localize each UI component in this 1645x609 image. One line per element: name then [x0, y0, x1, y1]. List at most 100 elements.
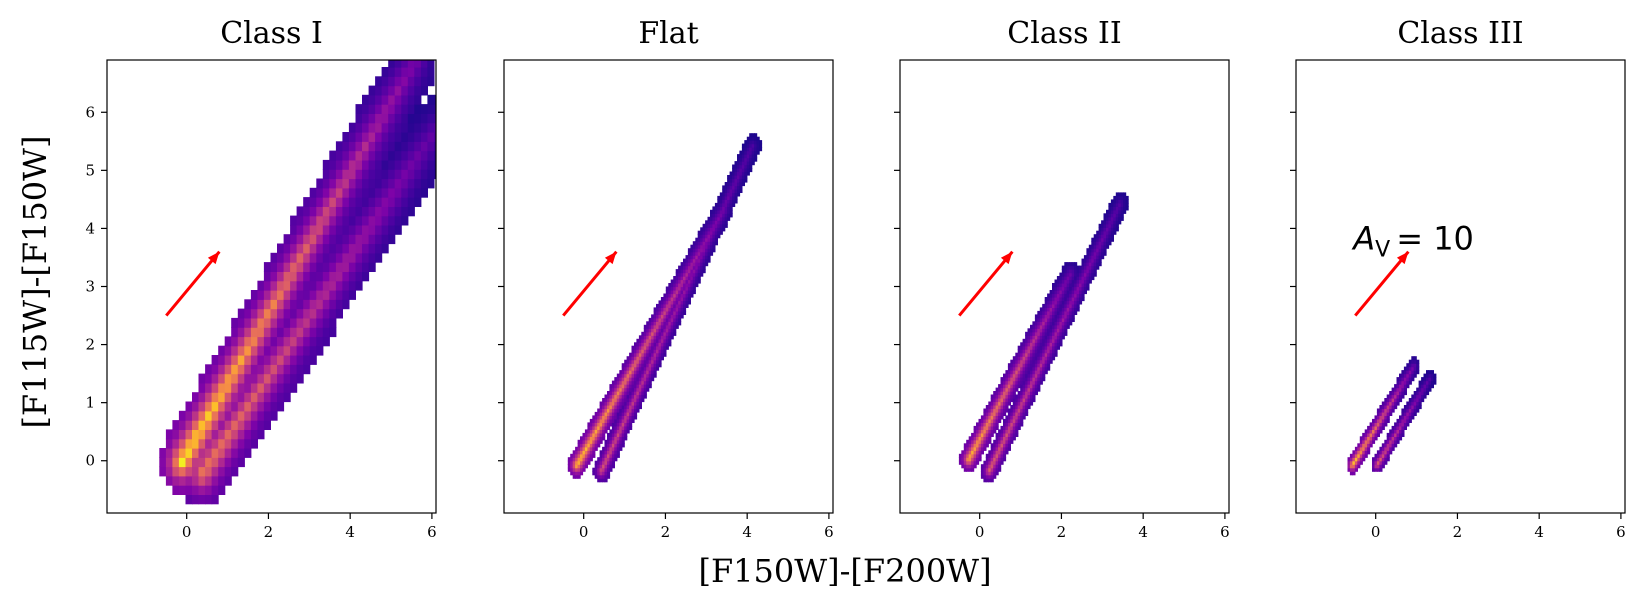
density-cell — [1399, 387, 1403, 392]
density-cell — [641, 377, 645, 382]
density-cell — [737, 157, 741, 162]
density-cell — [990, 460, 994, 465]
density-cell — [178, 475, 186, 486]
density-cell — [1411, 377, 1415, 382]
density-cell — [277, 401, 285, 412]
density-cell — [218, 420, 226, 430]
density-cell — [1096, 230, 1100, 235]
density-cell — [1037, 345, 1041, 350]
density-cell — [1103, 251, 1107, 256]
density-cell — [1022, 377, 1026, 382]
density-cell — [582, 464, 586, 469]
density-cell — [1091, 258, 1095, 263]
density-cell — [638, 394, 642, 399]
density-cell — [1015, 363, 1019, 368]
density-cell — [759, 143, 763, 148]
density-cell — [597, 411, 601, 416]
density-cell — [1049, 349, 1053, 354]
density-cell — [198, 485, 206, 495]
density-cell — [1054, 321, 1058, 326]
density-cell — [636, 373, 640, 378]
density-cell — [1389, 391, 1393, 396]
density-cell — [656, 310, 660, 315]
density-cell — [1022, 363, 1026, 368]
density-cell — [1423, 377, 1427, 382]
density-cell — [368, 262, 376, 272]
density-cell — [1357, 450, 1361, 455]
density-cell — [329, 150, 337, 161]
density-cell — [724, 206, 728, 211]
density-cell — [1005, 398, 1009, 403]
density-cell — [224, 382, 232, 393]
density-cell — [1354, 467, 1358, 472]
density-cell — [1047, 293, 1051, 298]
density-cell — [619, 401, 623, 406]
density-cell — [1384, 408, 1388, 413]
density-cell — [646, 338, 650, 343]
density-cell — [1423, 387, 1427, 392]
density-cell — [277, 308, 285, 319]
density-cell — [592, 453, 596, 458]
density-cell — [1088, 251, 1092, 256]
density-cell — [575, 450, 579, 455]
density-cell — [614, 411, 618, 416]
density-cell — [712, 237, 716, 242]
density-cell — [599, 415, 603, 420]
density-cell — [192, 438, 200, 449]
density-cell — [322, 271, 330, 282]
density-cell — [257, 410, 265, 421]
density-cell — [638, 335, 642, 340]
density-cell — [663, 345, 667, 350]
density-cell — [329, 187, 337, 198]
density-cell — [599, 450, 603, 455]
density-cell — [1411, 401, 1415, 406]
density-cell — [1056, 300, 1060, 305]
density-cell — [636, 345, 640, 350]
density-cell — [638, 384, 642, 389]
density-cell — [277, 345, 285, 356]
density-cell — [609, 415, 613, 420]
density-cell — [988, 432, 992, 437]
density-cell — [335, 206, 343, 217]
density-cell — [1032, 398, 1036, 403]
density-cell — [983, 464, 987, 469]
density-cell — [988, 422, 992, 427]
density-cell — [1401, 408, 1405, 413]
density-cell — [722, 195, 726, 200]
density-cell — [624, 425, 628, 430]
density-cell — [616, 380, 620, 385]
density-cell — [1047, 366, 1051, 371]
density-cell — [980, 450, 984, 455]
density-cell — [1032, 387, 1036, 392]
density-cell — [1015, 408, 1019, 413]
density-cell — [631, 394, 635, 399]
density-cell — [995, 401, 999, 406]
density-cell — [976, 432, 980, 437]
density-cell — [1054, 297, 1058, 302]
density-cell — [329, 169, 337, 180]
density-cell — [980, 415, 984, 420]
density-cell — [414, 76, 422, 87]
density-cell — [342, 141, 350, 152]
density-cell — [1017, 405, 1021, 410]
density-cell — [651, 352, 655, 357]
density-cell — [1069, 286, 1073, 291]
density-cell — [636, 387, 640, 392]
density-cell — [1074, 303, 1078, 308]
panel-title: Flat — [638, 16, 698, 51]
density-cell — [1017, 415, 1021, 420]
density-cell — [322, 336, 330, 347]
density-cell — [165, 457, 173, 468]
density-cell — [1000, 425, 1004, 430]
density-cell — [988, 471, 992, 476]
density-cell — [270, 336, 278, 347]
density-cell — [621, 429, 625, 434]
density-cell — [1054, 352, 1058, 357]
density-cell — [599, 474, 603, 479]
density-cell — [993, 471, 997, 476]
density-cell — [1108, 209, 1112, 214]
density-cell — [727, 213, 731, 218]
density-cell — [1020, 363, 1024, 368]
density-cell — [1007, 380, 1011, 385]
density-cell — [329, 317, 337, 328]
